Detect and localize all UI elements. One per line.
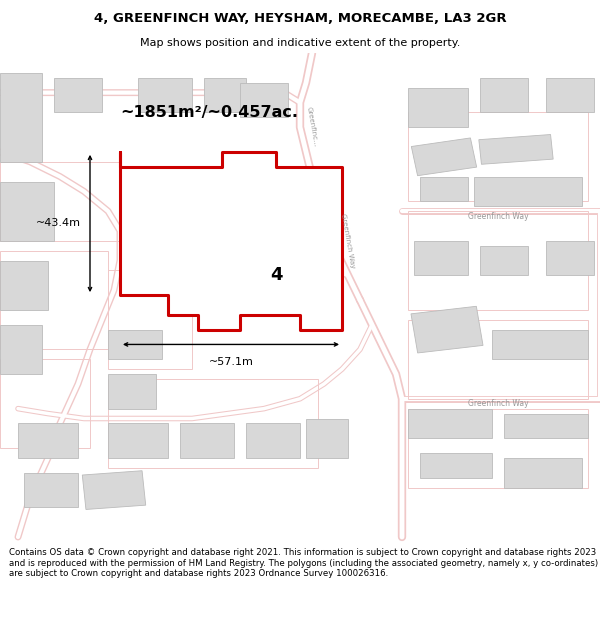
Polygon shape [411,306,483,353]
Polygon shape [412,138,476,176]
Text: Greenfinch Way: Greenfinch Way [340,213,356,269]
Polygon shape [0,181,54,241]
Polygon shape [0,73,42,162]
Text: Greenfinc…: Greenfinc… [305,106,319,148]
Text: 4: 4 [270,266,282,284]
Polygon shape [108,329,162,359]
Polygon shape [480,78,528,112]
Text: Contains OS data © Crown copyright and database right 2021. This information is : Contains OS data © Crown copyright and d… [9,549,598,578]
Polygon shape [0,325,42,374]
Polygon shape [546,78,594,112]
Polygon shape [54,78,102,112]
Polygon shape [18,424,78,458]
Polygon shape [492,329,588,359]
Polygon shape [474,176,582,206]
Polygon shape [24,472,78,508]
Polygon shape [120,152,342,329]
Polygon shape [420,176,468,201]
Polygon shape [414,241,468,275]
Polygon shape [240,82,288,118]
Polygon shape [138,78,192,112]
Text: Map shows position and indicative extent of the property.: Map shows position and indicative extent… [140,38,460,48]
Text: 4, GREENFINCH WAY, HEYSHAM, MORECAMBE, LA3 2GR: 4, GREENFINCH WAY, HEYSHAM, MORECAMBE, L… [94,12,506,24]
Polygon shape [306,419,348,458]
Polygon shape [180,424,234,458]
Polygon shape [480,246,528,275]
Polygon shape [108,424,168,458]
Text: ~43.4m: ~43.4m [36,219,81,229]
Polygon shape [504,458,582,488]
Polygon shape [108,374,156,409]
Polygon shape [408,409,492,438]
Text: ~1851m²/~0.457ac.: ~1851m²/~0.457ac. [120,105,298,120]
Polygon shape [82,471,146,509]
Polygon shape [504,414,588,438]
Polygon shape [246,424,300,458]
Polygon shape [420,453,492,478]
Polygon shape [204,78,246,112]
Text: Greenfinch Way: Greenfinch Way [467,211,529,221]
Text: Greenfinch Way: Greenfinch Way [467,399,529,408]
Text: ~57.1m: ~57.1m [209,357,253,367]
Polygon shape [479,134,553,164]
Polygon shape [546,241,594,275]
Polygon shape [0,261,48,310]
Polygon shape [408,88,468,128]
